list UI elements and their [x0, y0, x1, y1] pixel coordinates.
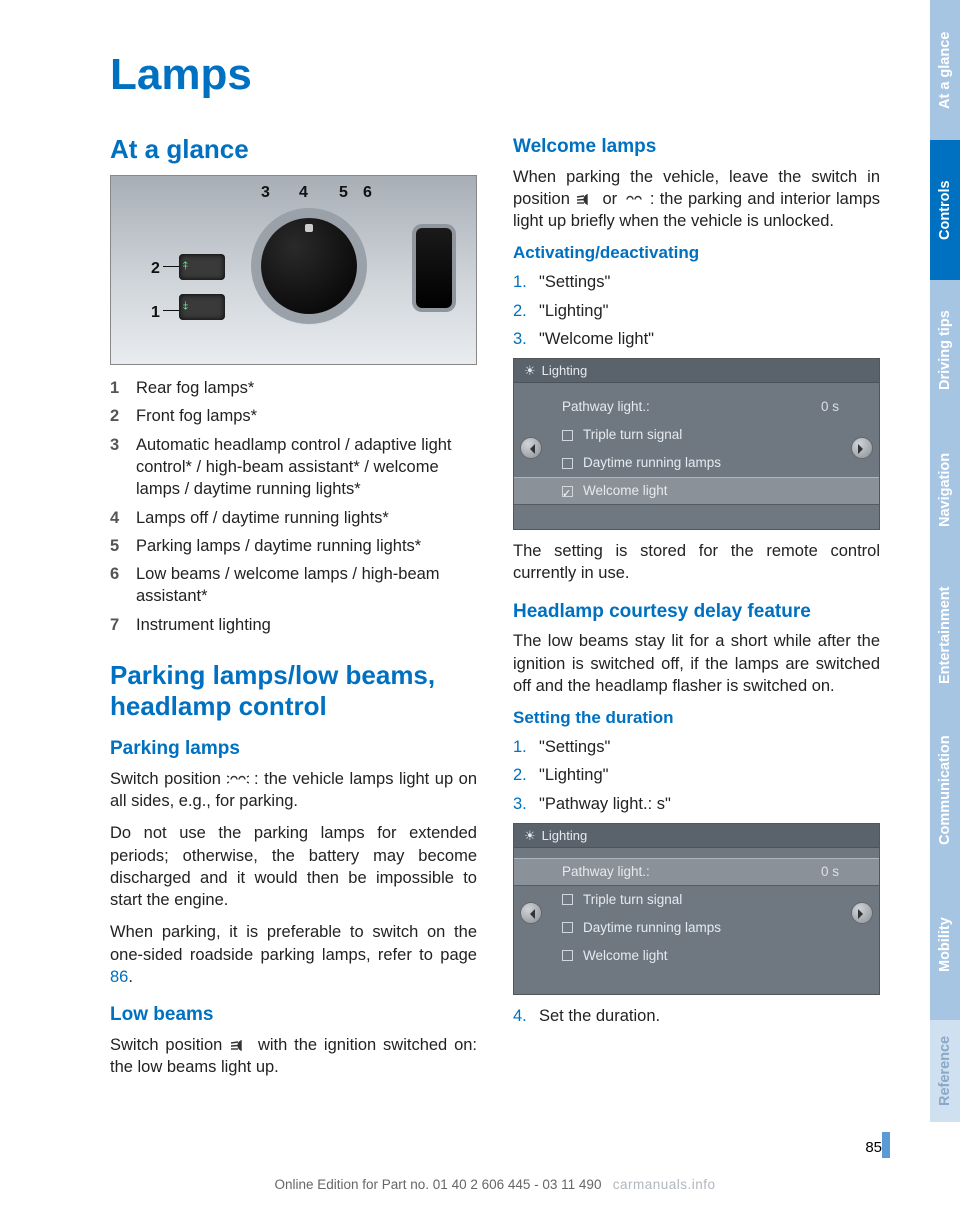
- tab-navigation[interactable]: Navigation: [930, 420, 960, 560]
- callout-6: 6: [363, 182, 372, 204]
- parking-lamps-p2: Do not use the parking lamps for extende…: [110, 822, 477, 911]
- activating-steps: 1."Settings" 2."Lighting" 3."Welcome lig…: [513, 271, 880, 350]
- right-column: Welcome lamps When parking the vehicle, …: [513, 128, 880, 1088]
- legend-item: 7Instrument lighting: [110, 614, 477, 636]
- screenshot-row: Daytime running lamps: [514, 914, 879, 942]
- right-arrow-icon: [851, 437, 873, 459]
- right-arrow-icon: [851, 902, 873, 924]
- manual-page: Lamps At a glance 1 2 3 4 5 6 7 ⤉ ⤈: [0, 0, 960, 1222]
- screenshot-header-label: Lighting: [542, 827, 588, 845]
- checkbox-icon: [562, 950, 573, 961]
- duration-step4: 4.Set the duration.: [513, 1005, 880, 1027]
- rear-fog-button-icon: ⤈: [179, 294, 225, 320]
- footer-line: Online Edition for Part no. 01 40 2 606 …: [274, 1177, 601, 1192]
- page-link-86[interactable]: 86: [110, 968, 128, 986]
- rotary-knob-icon: [261, 218, 357, 314]
- screenshot-row: Daytime running lamps: [514, 449, 879, 477]
- content-area: Lamps At a glance 1 2 3 4 5 6 7 ⤉ ⤈: [110, 50, 880, 1088]
- screenshot-row: Triple turn signal: [514, 421, 879, 449]
- tab-controls[interactable]: Controls: [930, 140, 960, 280]
- lighting-icon: ☀: [524, 362, 536, 380]
- page-number-bar: [882, 1132, 890, 1158]
- duration-steps: 1."Settings" 2."Lighting" 3."Pathway lig…: [513, 736, 880, 815]
- screenshot-row: Triple turn signal: [514, 886, 879, 914]
- screenshot-header-label: Lighting: [542, 362, 588, 380]
- page-number-text: 85: [865, 1139, 882, 1156]
- tab-communication[interactable]: Communication: [930, 710, 960, 870]
- legend-item: 4Lamps off / daytime running lights*: [110, 507, 477, 529]
- low-beams-heading: Low beams: [110, 1002, 477, 1028]
- page-title: Lamps: [110, 50, 880, 100]
- screenshot-row: Pathway light.:0 s: [514, 393, 879, 421]
- callout-2: 2: [151, 258, 160, 280]
- step-item: 1."Settings": [513, 271, 880, 293]
- footer: Online Edition for Part no. 01 40 2 606 …: [110, 1177, 880, 1192]
- parking-lamp-icon: [623, 190, 645, 203]
- step-item: 2."Lighting": [513, 764, 880, 786]
- step-item: 2."Lighting": [513, 300, 880, 322]
- screenshot-row: Welcome light: [514, 942, 879, 970]
- screenshot-header: ☀ Lighting: [514, 359, 879, 383]
- lighting-icon: ☀: [524, 827, 536, 845]
- tab-at-a-glance[interactable]: At a glance: [930, 0, 960, 140]
- screenshot-row-highlighted: Pathway light.:0 s: [514, 858, 879, 886]
- legend-item: 2Front fog lamps*: [110, 405, 477, 427]
- idrive-screenshot-welcome: ☀ Lighting Pathway light.:0 s Triple tur…: [513, 358, 880, 530]
- callout-3: 3: [261, 182, 270, 204]
- thumbwheel-icon: [416, 228, 452, 308]
- welcome-lamps-p: When parking the vehicle, leave the swit…: [513, 166, 880, 233]
- idrive-screenshot-pathway: ☀ Lighting Pathway light.:0 s Triple tur…: [513, 823, 880, 995]
- tab-driving-tips[interactable]: Driving tips: [930, 280, 960, 420]
- step-item: 3."Welcome light": [513, 328, 880, 350]
- left-column: At a glance 1 2 3 4 5 6 7 ⤉ ⤈: [110, 128, 477, 1088]
- parking-lamp-icon: [227, 770, 249, 783]
- legend-item: 3Automatic headlamp control / adaptive l…: [110, 434, 477, 501]
- parking-lamps-heading: Parking lamps: [110, 736, 477, 762]
- watermark-text: carmanuals.info: [613, 1177, 716, 1192]
- two-column-layout: At a glance 1 2 3 4 5 6 7 ⤉ ⤈: [110, 128, 880, 1088]
- screenshot-row-highlighted: Welcome light: [514, 477, 879, 505]
- checkbox-icon: [562, 458, 573, 469]
- legend-item: 1Rear fog lamps*: [110, 377, 477, 399]
- step-item: 1."Settings": [513, 736, 880, 758]
- left-arrow-icon: [520, 902, 542, 924]
- callout-1: 1: [151, 302, 160, 324]
- low-beams-p: Switch position with the ignition switch…: [110, 1034, 477, 1079]
- step-item: 4.Set the duration.: [513, 1005, 880, 1027]
- checkbox-icon: [562, 430, 573, 441]
- legend-list: 1Rear fog lamps* 2Front fog lamps* 3Auto…: [110, 377, 477, 636]
- step-item: 3."Pathway light.: s": [513, 793, 880, 815]
- tab-mobility[interactable]: Mobility: [930, 870, 960, 1020]
- checkbox-icon: [562, 894, 573, 905]
- low-beam-icon: [229, 1036, 251, 1049]
- delay-p: The low beams stay lit for a short while…: [513, 630, 880, 697]
- parking-lamps-p1: Switch position : the vehicle lamps ligh…: [110, 768, 477, 813]
- legend-item: 5Parking lamps / daytime running lights*: [110, 535, 477, 557]
- setting-duration-heading: Setting the duration: [513, 707, 880, 730]
- legend-item: 6Low beams / welcome lamps / high-beam a…: [110, 563, 477, 608]
- checkbox-icon: [562, 922, 573, 933]
- tab-reference[interactable]: Reference: [930, 1020, 960, 1122]
- front-fog-button-icon: ⤉: [179, 254, 225, 280]
- parking-lamps-p3: When parking, it is preferable to switch…: [110, 921, 477, 988]
- activating-heading: Activating/deactivating: [513, 242, 880, 265]
- screenshot-header: ☀ Lighting: [514, 824, 879, 848]
- section-parking-lamps-title: Parking lamps/low beams, headlamp contro…: [110, 660, 477, 722]
- checkbox-checked-icon: [562, 486, 573, 497]
- callout-4: 4: [299, 182, 308, 204]
- welcome-lamps-heading: Welcome lamps: [513, 134, 880, 160]
- stored-text: The setting is stored for the remote con…: [513, 540, 880, 585]
- light-switch-illustration: 1 2 3 4 5 6 7 ⤉ ⤈: [110, 175, 477, 365]
- section-at-a-glance-title: At a glance: [110, 134, 477, 165]
- delay-heading: Headlamp courtesy delay feature: [513, 599, 880, 625]
- tab-entertainment[interactable]: Entertainment: [930, 560, 960, 710]
- chapter-tabs: At a glance Controls Driving tips Naviga…: [930, 0, 960, 1222]
- left-arrow-icon: [520, 437, 542, 459]
- low-beam-icon: [575, 190, 597, 203]
- callout-5: 5: [339, 182, 348, 204]
- page-number: 85: [861, 1132, 890, 1158]
